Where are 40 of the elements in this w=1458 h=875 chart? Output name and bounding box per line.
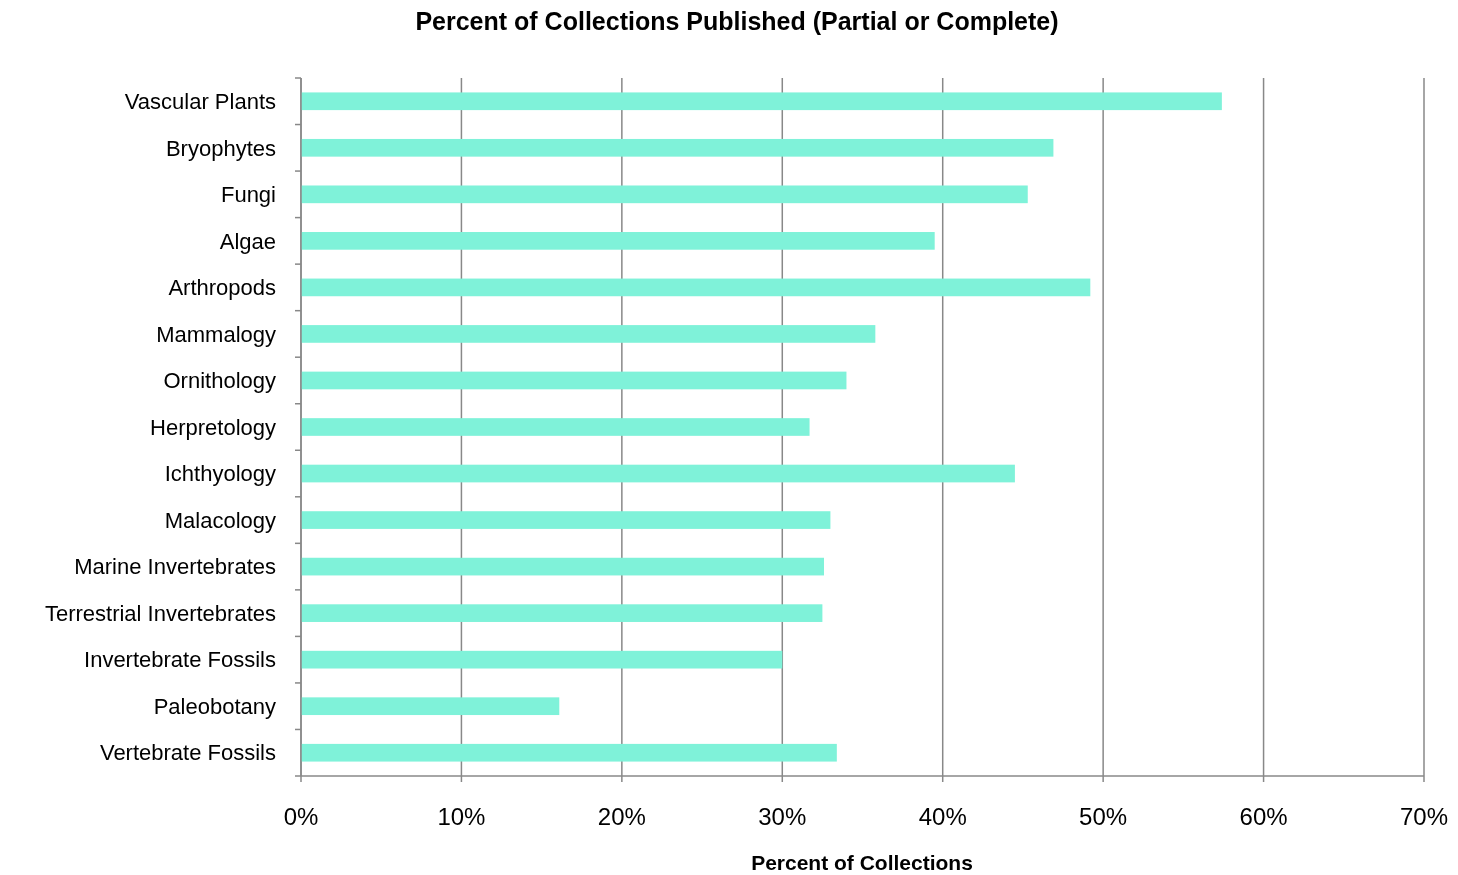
y-tick-label: Bryophytes (165, 135, 276, 161)
y-tick-label: Mammalogy (156, 321, 276, 347)
bar (301, 278, 1091, 297)
bar (301, 92, 1222, 111)
bar (301, 371, 847, 390)
y-tick-label: Herpretology (150, 414, 276, 440)
x-tick-label: 30% (758, 803, 807, 830)
bar (301, 697, 560, 716)
bar (301, 464, 1015, 483)
bar (301, 185, 1028, 204)
bar (301, 557, 824, 576)
y-tick-label: Marine Invertebrates (74, 554, 276, 580)
bar (301, 650, 783, 669)
x-tick-label: 10% (437, 803, 486, 830)
y-tick-label: Arthropods (168, 275, 276, 301)
bar (301, 604, 823, 622)
y-tick-label: Vascular Plants (124, 88, 276, 114)
y-tick-label: Malacology (164, 507, 276, 533)
y-tick-label: Terrestrial Invertebrates (44, 600, 276, 626)
bar (301, 743, 837, 762)
x-tick-label: 20% (597, 803, 646, 830)
bar (301, 418, 810, 436)
x-tick-label: 0% (283, 803, 319, 830)
chart-title: Percent of Collections Published (Partial or Complete) (415, 7, 1059, 35)
y-tick-label: Paleobotany (153, 693, 276, 719)
y-tick-label: Vertebrate Fossils (99, 740, 276, 766)
x-tick-label: 50% (1079, 803, 1128, 830)
bar (301, 232, 935, 250)
x-tick-label: 60% (1239, 803, 1288, 830)
y-tick-label: Ichthyology (164, 461, 276, 487)
y-tick-label: Fungi (220, 182, 276, 208)
bar (301, 511, 831, 529)
y-tick-label: Ornithology (163, 368, 276, 394)
x-tick-label: 70% (1399, 803, 1449, 830)
y-tick-label: Algae (219, 228, 276, 254)
bar (301, 325, 876, 343)
x-axis-title: Percent of Collections (751, 851, 973, 874)
y-tick-label: Invertebrate Fossils (84, 647, 276, 673)
bar (301, 138, 1054, 157)
x-tick-label: 40% (918, 803, 967, 830)
